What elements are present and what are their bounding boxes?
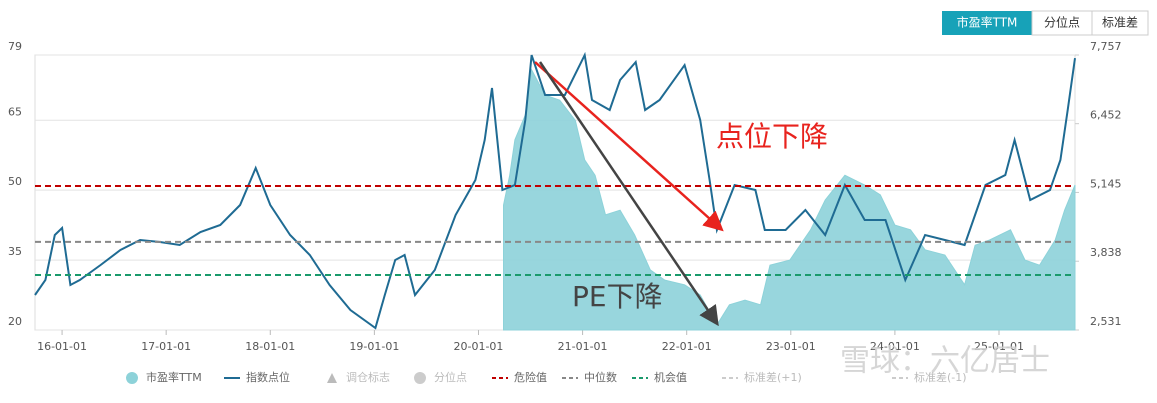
watermark: 雪球：六亿居士: [840, 344, 1050, 379]
button-bg[interactable]: [942, 11, 1032, 35]
legend-label: 分位点: [434, 370, 467, 384]
legend: 市盈率TTM 指数点位 调仓标志 分位点 危险值 中位数 机会值 标准差(+1) 标准差(-1): [126, 370, 967, 384]
y-tick-label: 35: [8, 245, 22, 258]
x-tick-label: 20-01-01: [454, 340, 504, 353]
x-tick-label: 18-01-01: [245, 340, 295, 353]
pe-area: [503, 68, 1076, 331]
arrow: [534, 61, 724, 232]
legend-label: 中位数: [584, 370, 617, 384]
legend-swatch: [327, 373, 337, 383]
y-tick-label: 65: [8, 105, 22, 118]
y-tick-label: 79: [8, 40, 22, 53]
legend-swatch: [414, 372, 426, 384]
x-tick-label: 23-01-01: [766, 340, 816, 353]
legend-label: 机会值: [654, 370, 687, 384]
x-tick-label: 19-01-01: [349, 340, 399, 353]
y2-tick-label: 7,757: [1090, 40, 1122, 53]
button[interactable]: 分位点: [1044, 15, 1080, 30]
index-line: [34, 51, 1076, 330]
legend-label: 危险值: [514, 370, 547, 384]
legend-label: 标准差(-1): [914, 370, 967, 384]
x-tick-label: 25-01-01: [974, 340, 1024, 353]
legend-label: 标准差(+1): [744, 370, 802, 384]
button[interactable]: 市盈率TTM: [957, 15, 1018, 30]
legend-swatch: [126, 372, 138, 384]
toggle-buttons: 市盈率TTM 分位点 标准差: [942, 10, 1149, 36]
annotation: PE下降: [572, 280, 663, 313]
button-bg[interactable]: [1091, 10, 1149, 36]
annotation: 点位下降: [716, 120, 828, 153]
y2-tick-label: 3,838: [1090, 246, 1122, 259]
legend-label: 指数点位: [246, 370, 290, 384]
y2-tick-label: 2,531: [1090, 315, 1122, 328]
arrow: [538, 61, 719, 327]
button[interactable]: 标准差: [1102, 16, 1138, 30]
legend-label: 市盈率TTM: [146, 370, 202, 384]
y2-tick-label: 5,145: [1090, 177, 1122, 190]
y2-tick-label: 6,452: [1090, 109, 1122, 122]
x-tick-label: 16-01-01: [37, 340, 87, 353]
y-tick-label: 20: [8, 315, 22, 328]
legend-label: 调仓标志: [346, 370, 390, 384]
button-bg[interactable]: [1031, 10, 1093, 36]
y-tick-label: 50: [8, 175, 22, 188]
x-tick-label: 22-01-01: [662, 340, 712, 353]
x-tick-label: 24-01-01: [870, 340, 920, 353]
x-tick-label: 21-01-01: [558, 340, 608, 353]
x-tick-label: 17-01-01: [141, 340, 191, 353]
